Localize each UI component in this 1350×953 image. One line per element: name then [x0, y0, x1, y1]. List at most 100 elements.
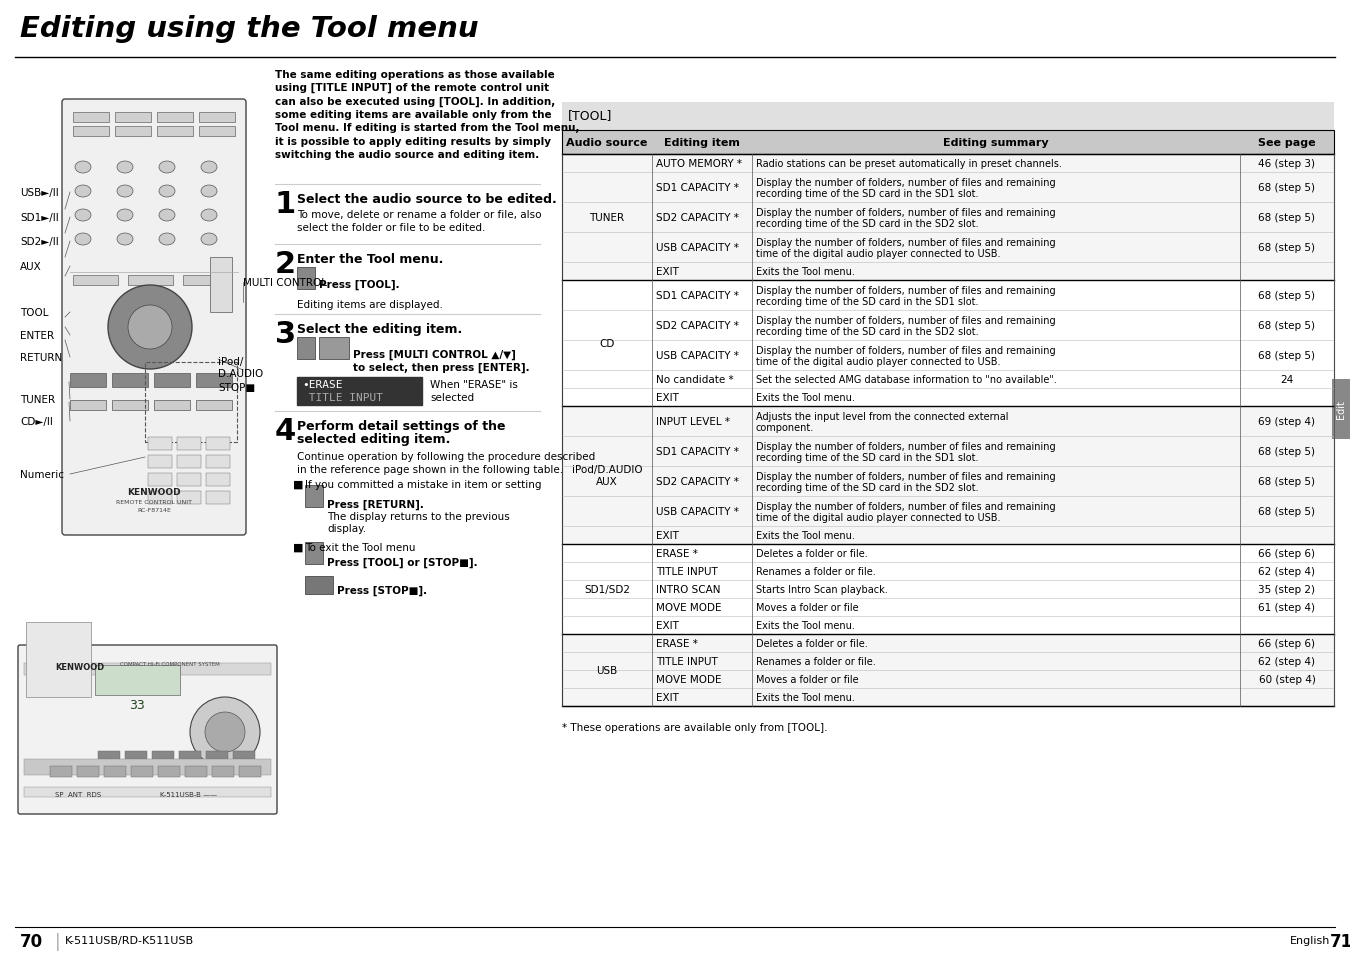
Text: SD1/SD2: SD1/SD2: [585, 584, 630, 595]
Text: MOVE MODE: MOVE MODE: [656, 675, 721, 684]
Bar: [562, 172, 1334, 203]
Text: 46 (step 3): 46 (step 3): [1258, 159, 1315, 169]
Text: Display the number of folders, number of files and remaining: Display the number of folders, number of…: [756, 472, 1056, 481]
Text: recording time of the SD card in the SD1 slot.: recording time of the SD card in the SD1…: [756, 453, 979, 462]
Bar: [562, 154, 1334, 706]
Text: SP  ANT  RDS: SP ANT RDS: [55, 791, 101, 797]
Text: SD1►/II: SD1►/II: [20, 213, 59, 223]
Bar: [73, 127, 109, 137]
Ellipse shape: [76, 186, 90, 198]
Bar: [562, 580, 1334, 598]
Bar: [196, 400, 232, 411]
Bar: [239, 766, 261, 778]
Bar: [177, 474, 201, 486]
FancyBboxPatch shape: [62, 100, 246, 536]
Ellipse shape: [159, 210, 176, 222]
Bar: [562, 467, 1334, 497]
Text: time of the digital audio player connected to USB.: time of the digital audio player connect…: [756, 513, 1000, 522]
Bar: [77, 766, 99, 778]
Text: Exits the Tool menu.: Exits the Tool menu.: [756, 393, 855, 402]
Bar: [562, 670, 1334, 688]
Text: TUNER: TUNER: [590, 213, 625, 223]
Ellipse shape: [159, 233, 176, 246]
Text: COMPACT Hi-Fi COMPONENT SYSTEM: COMPACT Hi-Fi COMPONENT SYSTEM: [120, 661, 220, 666]
Text: 66 (step 6): 66 (step 6): [1258, 639, 1315, 648]
Text: EXIT: EXIT: [656, 531, 679, 540]
Text: 1: 1: [275, 190, 296, 219]
Ellipse shape: [117, 210, 134, 222]
Text: Editing summary: Editing summary: [944, 138, 1049, 148]
Text: 68 (step 5): 68 (step 5): [1258, 506, 1315, 517]
Bar: [207, 437, 230, 451]
Text: recording time of the SD card in the SD2 slot.: recording time of the SD card in the SD2…: [756, 482, 979, 493]
Bar: [128, 275, 173, 286]
Bar: [562, 203, 1334, 233]
Text: MULTI CONTROL: MULTI CONTROL: [243, 277, 327, 288]
Bar: [305, 577, 333, 595]
Text: 4: 4: [275, 416, 296, 446]
Bar: [70, 400, 107, 411]
Text: recording time of the SD card in the SD1 slot.: recording time of the SD card in the SD1…: [756, 296, 979, 307]
Text: Exits the Tool menu.: Exits the Tool menu.: [756, 267, 855, 276]
Text: 61 (step 4): 61 (step 4): [1258, 602, 1315, 613]
Text: Display the number of folders, number of files and remaining: Display the number of folders, number of…: [756, 315, 1056, 326]
Ellipse shape: [117, 162, 134, 173]
Text: 2: 2: [275, 250, 296, 278]
Bar: [562, 497, 1334, 526]
Text: Display the number of folders, number of files and remaining: Display the number of folders, number of…: [756, 441, 1056, 452]
Bar: [562, 544, 1334, 562]
Text: English: English: [1289, 935, 1330, 945]
Text: Renames a folder or file.: Renames a folder or file.: [756, 657, 876, 666]
Text: Enter the Tool menu.: Enter the Tool menu.: [297, 253, 443, 266]
Text: SD2 CAPACITY *: SD2 CAPACITY *: [656, 213, 738, 223]
Text: When "ERASE" is
selected: When "ERASE" is selected: [431, 379, 518, 402]
Bar: [126, 751, 147, 760]
Bar: [177, 437, 201, 451]
Text: 68 (step 5): 68 (step 5): [1258, 476, 1315, 486]
Text: AUTO MEMORY *: AUTO MEMORY *: [656, 159, 743, 169]
Text: Display the number of folders, number of files and remaining: Display the number of folders, number of…: [756, 501, 1056, 512]
Bar: [305, 542, 323, 564]
Text: SD2 CAPACITY *: SD2 CAPACITY *: [656, 476, 738, 486]
Text: 24: 24: [1280, 375, 1293, 385]
Text: Audio source: Audio source: [566, 138, 648, 148]
Text: 66 (step 6): 66 (step 6): [1258, 548, 1315, 558]
Text: 68 (step 5): 68 (step 5): [1258, 183, 1315, 193]
Bar: [157, 112, 193, 123]
Bar: [562, 389, 1334, 407]
Ellipse shape: [76, 210, 90, 222]
Text: 62 (step 4): 62 (step 4): [1258, 566, 1315, 577]
Bar: [1332, 379, 1350, 439]
Bar: [148, 474, 171, 486]
Circle shape: [128, 306, 171, 350]
Text: 3: 3: [275, 319, 296, 349]
Bar: [562, 371, 1334, 389]
Bar: [562, 407, 1334, 436]
Text: ERASE *: ERASE *: [656, 548, 698, 558]
Text: Press [RETURN].: Press [RETURN].: [327, 499, 424, 510]
Ellipse shape: [117, 233, 134, 246]
Text: K-511USB/RD-K511USB: K-511USB/RD-K511USB: [65, 935, 194, 945]
Bar: [154, 400, 190, 411]
Bar: [198, 112, 235, 123]
Text: REMOTE CONTROL UNIT: REMOTE CONTROL UNIT: [116, 500, 192, 505]
Text: Numeric: Numeric: [20, 470, 63, 479]
Text: See page: See page: [1258, 138, 1316, 148]
Bar: [131, 766, 153, 778]
Bar: [562, 436, 1334, 467]
Bar: [26, 622, 90, 698]
Bar: [157, 127, 193, 137]
Text: |: |: [55, 932, 61, 950]
Bar: [115, 127, 151, 137]
Text: D.AUDIO: D.AUDIO: [217, 369, 263, 378]
Text: K-511USB-B ——: K-511USB-B ——: [161, 791, 217, 797]
Text: Deletes a folder or file.: Deletes a folder or file.: [756, 548, 868, 558]
Bar: [207, 474, 230, 486]
Bar: [50, 766, 72, 778]
Bar: [112, 374, 148, 388]
Bar: [148, 492, 171, 504]
Bar: [207, 456, 230, 469]
Bar: [562, 263, 1334, 281]
Ellipse shape: [201, 210, 217, 222]
Text: The same editing operations as those available
using [TITLE INPUT] of the remote: The same editing operations as those ava…: [275, 70, 579, 159]
